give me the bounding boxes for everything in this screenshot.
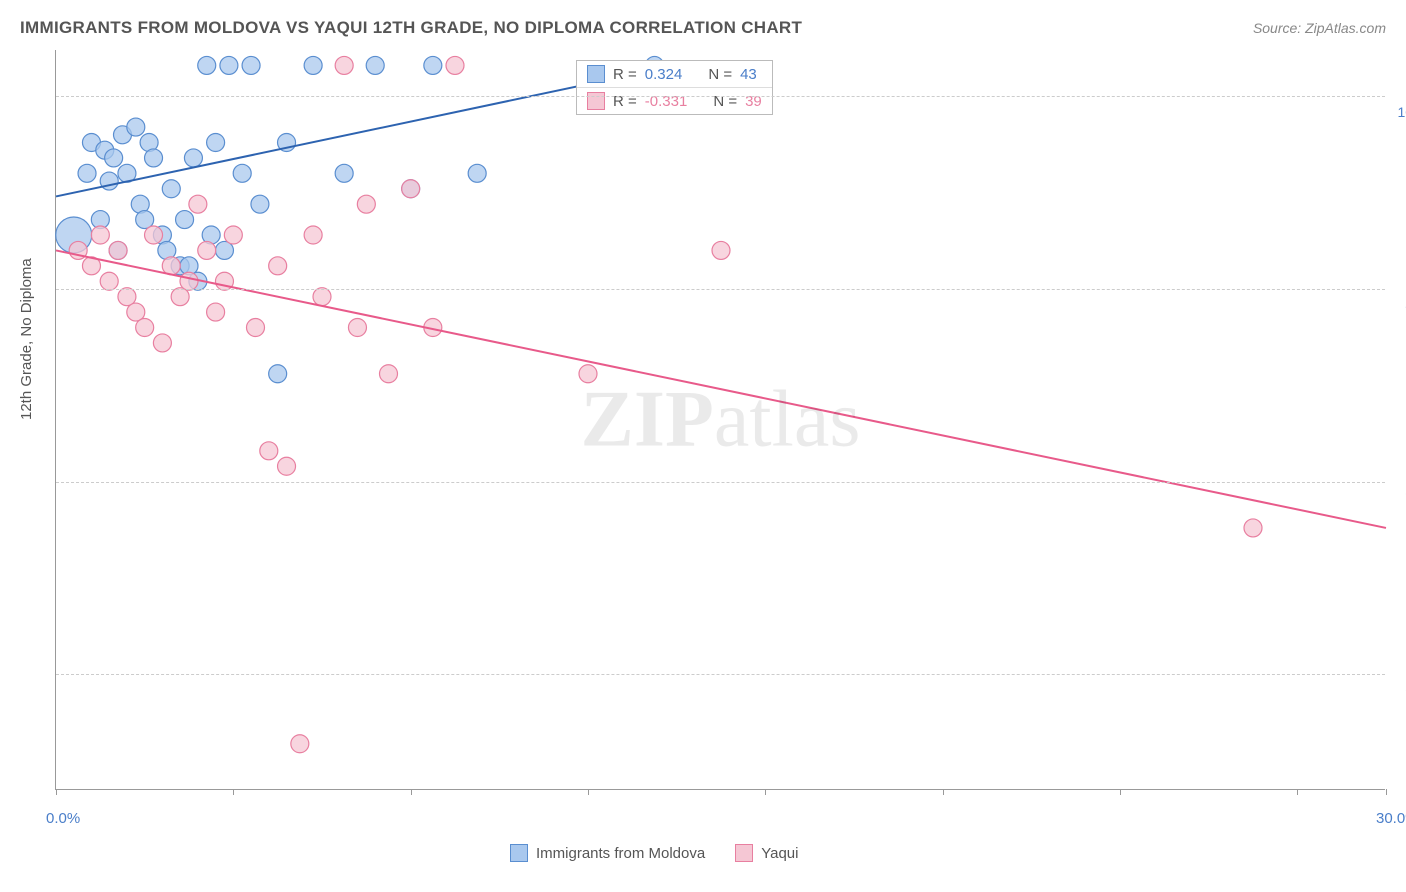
data-point xyxy=(335,164,353,182)
data-point xyxy=(224,226,242,244)
legend-swatch-series1 xyxy=(510,844,528,862)
y-axis-title: 12th Grade, No Diploma xyxy=(18,258,35,420)
data-point xyxy=(424,56,442,74)
legend-label-series2: Yaqui xyxy=(761,845,798,862)
data-point xyxy=(127,118,145,136)
data-point xyxy=(189,195,207,213)
swatch-series1 xyxy=(587,65,605,83)
data-point xyxy=(184,149,202,167)
data-point xyxy=(153,334,171,352)
r-label: R = xyxy=(613,66,637,83)
data-point xyxy=(357,195,375,213)
data-point xyxy=(313,288,331,306)
legend-swatch-series2 xyxy=(735,844,753,862)
data-point xyxy=(145,149,163,167)
x-tick xyxy=(1120,789,1121,795)
r-value-series1: 0.324 xyxy=(645,66,683,83)
x-tick xyxy=(1297,789,1298,795)
gridline xyxy=(56,96,1385,97)
x-tick-label: 30.0% xyxy=(1376,810,1406,827)
data-point xyxy=(109,241,127,259)
chart-container: IMMIGRANTS FROM MOLDOVA VS YAQUI 12TH GR… xyxy=(0,0,1406,892)
swatch-series2 xyxy=(587,92,605,110)
x-tick xyxy=(56,789,57,795)
data-point xyxy=(468,164,486,182)
gridline xyxy=(56,482,1385,483)
data-point xyxy=(136,319,154,337)
data-point xyxy=(180,272,198,290)
data-point xyxy=(1244,519,1262,537)
data-point xyxy=(207,134,225,152)
data-point xyxy=(366,56,384,74)
n-value-series2: 39 xyxy=(745,93,762,110)
data-point xyxy=(269,257,287,275)
n-value-series1: 43 xyxy=(740,66,757,83)
data-point xyxy=(198,241,216,259)
stats-row-series2: R = -0.331 N = 39 xyxy=(577,87,772,114)
stats-row-series1: R = 0.324 N = 43 xyxy=(577,61,772,87)
x-tick xyxy=(1386,789,1387,795)
data-point xyxy=(247,319,265,337)
data-point xyxy=(100,272,118,290)
title-bar: IMMIGRANTS FROM MOLDOVA VS YAQUI 12TH GR… xyxy=(20,18,1386,38)
data-point xyxy=(712,241,730,259)
data-point xyxy=(278,457,296,475)
gridline xyxy=(56,674,1385,675)
data-point xyxy=(335,56,353,74)
data-point xyxy=(380,365,398,383)
plot-area: ZIPatlas R = 0.324 N = 43 R = -0.331 N =… xyxy=(55,50,1385,790)
data-point xyxy=(269,365,287,383)
scatter-plot-svg xyxy=(56,50,1385,789)
x-tick-label: 0.0% xyxy=(46,810,80,827)
legend-label-series1: Immigrants from Moldova xyxy=(536,845,705,862)
data-point xyxy=(207,303,225,321)
trend-line xyxy=(56,250,1386,528)
data-point xyxy=(198,56,216,74)
data-point xyxy=(176,211,194,229)
data-point xyxy=(348,319,366,337)
data-point xyxy=(579,365,597,383)
legend-item-series1: Immigrants from Moldova xyxy=(510,844,705,862)
legend: Immigrants from Moldova Yaqui xyxy=(510,844,798,862)
data-point xyxy=(402,180,420,198)
data-point xyxy=(233,164,251,182)
gridline xyxy=(56,289,1385,290)
n-label-2: N = xyxy=(713,93,737,110)
data-point xyxy=(251,195,269,213)
r-label-2: R = xyxy=(613,93,637,110)
data-point xyxy=(291,735,309,753)
source-label: Source: ZipAtlas.com xyxy=(1253,20,1386,36)
x-tick xyxy=(588,789,589,795)
y-tick-label: 100.0% xyxy=(1398,104,1406,120)
chart-title: IMMIGRANTS FROM MOLDOVA VS YAQUI 12TH GR… xyxy=(20,18,802,38)
data-point xyxy=(145,226,163,244)
data-point xyxy=(304,226,322,244)
data-point xyxy=(446,56,464,74)
legend-item-series2: Yaqui xyxy=(735,844,798,862)
correlation-stats-box: R = 0.324 N = 43 R = -0.331 N = 39 xyxy=(576,60,773,115)
r-value-series2: -0.331 xyxy=(645,93,688,110)
n-label: N = xyxy=(708,66,732,83)
data-point xyxy=(105,149,123,167)
data-point xyxy=(91,226,109,244)
x-tick xyxy=(943,789,944,795)
x-tick xyxy=(411,789,412,795)
data-point xyxy=(304,56,322,74)
data-point xyxy=(162,180,180,198)
data-point xyxy=(260,442,278,460)
data-point xyxy=(242,56,260,74)
x-tick xyxy=(233,789,234,795)
x-tick xyxy=(765,789,766,795)
data-point xyxy=(220,56,238,74)
data-point xyxy=(78,164,96,182)
